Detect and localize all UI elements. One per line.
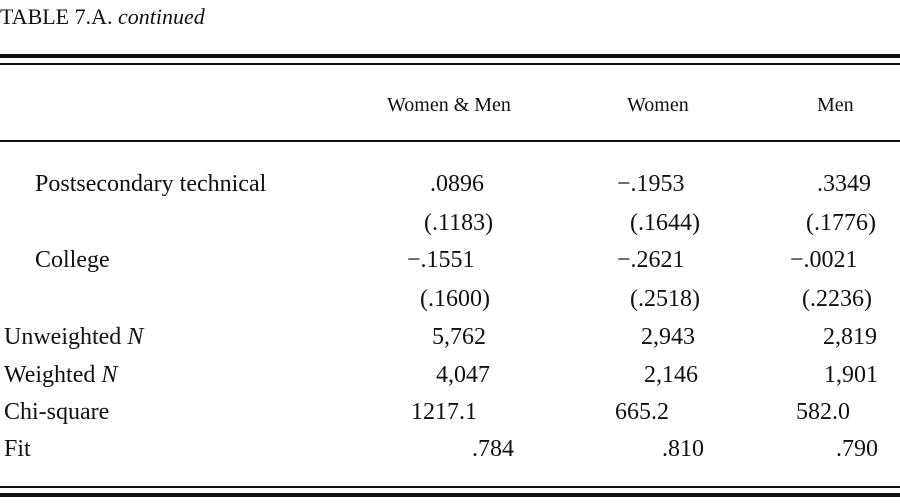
table-cell: 2,146 — [644, 362, 698, 388]
table-cell: −.2621 — [617, 247, 685, 273]
row-label-chi-square: Chi-square — [4, 399, 110, 425]
bottom-rule-thin — [0, 486, 900, 488]
table-cell: (.2518) — [630, 286, 700, 312]
column-header-women: Women — [627, 94, 689, 116]
table-cell: (.2236) — [802, 286, 872, 312]
bottom-rule-thick — [0, 493, 900, 497]
table-cell: .3349 — [817, 171, 871, 197]
table-cell: (.1644) — [630, 210, 700, 236]
table-cell: −.1953 — [617, 171, 685, 197]
row-label-unweighted-n: Unweighted N — [4, 323, 143, 351]
table-cell: (.1600) — [420, 286, 490, 312]
table-cell: (.1776) — [806, 210, 876, 236]
row-label-college: College — [35, 247, 110, 273]
row-label-fit: Fit — [4, 436, 31, 462]
column-header-women-men: Women & Men — [387, 94, 511, 116]
row-label-italic: N — [127, 324, 144, 350]
table-caption-continued: continued — [118, 4, 205, 29]
table-caption-label: TABLE 7.A. — [0, 4, 113, 29]
row-label-italic: N — [101, 362, 118, 388]
table-cell: 4,047 — [436, 362, 490, 388]
table-cell: 1,901 — [824, 362, 878, 388]
row-label-text: Unweighted — [4, 324, 122, 350]
row-label-text: Weighted — [4, 362, 96, 388]
table-cell: .790 — [836, 436, 878, 462]
row-label-weighted-n: Weighted N — [4, 361, 117, 389]
table-cell: −.1551 — [407, 247, 475, 273]
top-rule-thick — [0, 54, 900, 58]
table-cell: 2,819 — [823, 324, 877, 350]
table-cell: 582.0 — [796, 399, 850, 425]
table-cell: (.1183) — [424, 210, 494, 236]
table-caption: TABLE 7.A. continued — [0, 4, 205, 30]
row-label-postsecondary-technical: Postsecondary technical — [35, 171, 267, 197]
top-rule-thin — [0, 63, 900, 65]
table-cell: 2,943 — [641, 324, 695, 350]
header-rule — [0, 140, 900, 142]
table-cell: −.0021 — [790, 247, 858, 273]
table-cell: 1217.1 — [411, 399, 477, 425]
column-header-men: Men — [817, 94, 854, 116]
table-cell: .784 — [472, 436, 514, 462]
table-cell: .810 — [662, 436, 704, 462]
table-cell: 665.2 — [615, 399, 669, 425]
table-cell: 5,762 — [432, 324, 486, 350]
table-cell: .0896 — [430, 171, 484, 197]
